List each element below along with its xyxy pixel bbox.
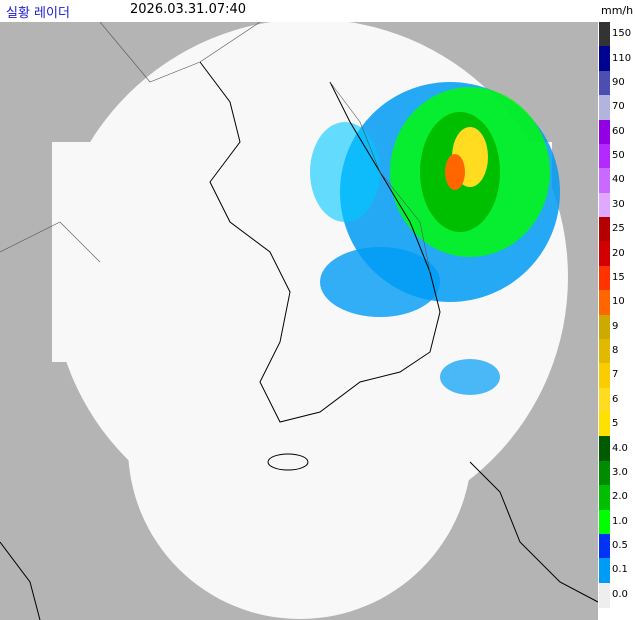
- legend-swatch: [599, 460, 610, 486]
- legend-swatch: [599, 485, 610, 510]
- legend-label: 3.0: [612, 466, 628, 478]
- legend-swatch: [599, 387, 610, 413]
- legend-label: 40: [612, 174, 625, 186]
- legend-swatch: [599, 582, 610, 608]
- legend-swatch: [599, 412, 610, 437]
- legend-unit: mm/h: [601, 4, 634, 17]
- legend-label: 30: [612, 198, 625, 210]
- legend-label: 1.0: [612, 515, 628, 527]
- legend-swatch: [599, 241, 610, 267]
- legend-label: 5: [612, 418, 619, 430]
- legend-swatch: [599, 338, 610, 364]
- legend-swatch: [599, 22, 610, 47]
- header: 실황 레이더 2026.03.31.07:40: [0, 0, 598, 22]
- legend-label: 9: [612, 320, 619, 332]
- legend-swatch: [599, 168, 610, 194]
- legend-label: 60: [612, 125, 625, 137]
- legend-swatch: [599, 265, 610, 291]
- legend-swatch: [599, 363, 610, 389]
- legend-label: 10: [612, 296, 625, 308]
- legend-label: 6: [612, 393, 619, 405]
- legend-swatch: [599, 70, 610, 96]
- legend-label: 0.5: [612, 540, 628, 552]
- legend-swatch: [599, 143, 610, 169]
- legend-label: 2.0: [612, 491, 628, 503]
- borders: [0, 22, 431, 273]
- legend: 150 110 90 70 60 50 40 30 25 20 15 10 9 8 7 6 5 4.0 3.0 2.0…: [599, 22, 635, 608]
- legend-label: 7: [612, 369, 619, 381]
- legend-label: 15: [612, 271, 625, 283]
- legend-swatch: [599, 533, 610, 559]
- legend-swatch: [599, 217, 610, 242]
- precipitation: [310, 82, 560, 395]
- legend-label: 90: [612, 76, 625, 88]
- legend-label: 0.0: [612, 588, 628, 600]
- legend-swatch: [599, 46, 610, 72]
- legend-swatch: [599, 192, 610, 218]
- legend-swatch: [599, 436, 610, 462]
- legend-swatch: [599, 290, 610, 315]
- title: 실황 레이더: [6, 6, 70, 21]
- legend-label: 110: [612, 52, 632, 64]
- legend-label: 25: [612, 223, 625, 235]
- legend-label: 8: [612, 345, 619, 357]
- legend-swatch: [599, 95, 610, 120]
- legend-swatch: [599, 314, 610, 340]
- timestamp: 2026.03.31.07:40: [130, 2, 247, 17]
- legend-label: 50: [612, 150, 625, 162]
- radar-map: [0, 22, 598, 620]
- legend-label: 20: [612, 247, 625, 259]
- coastline: [0, 61, 598, 620]
- legend-label: 70: [612, 101, 625, 113]
- legend-label: 0.1: [612, 564, 628, 576]
- legend-swatch: [599, 119, 610, 145]
- legend-label: 4.0: [612, 442, 628, 454]
- legend-label: 150: [612, 28, 632, 40]
- legend-swatch: [599, 509, 610, 535]
- legend-swatch: [599, 558, 610, 584]
